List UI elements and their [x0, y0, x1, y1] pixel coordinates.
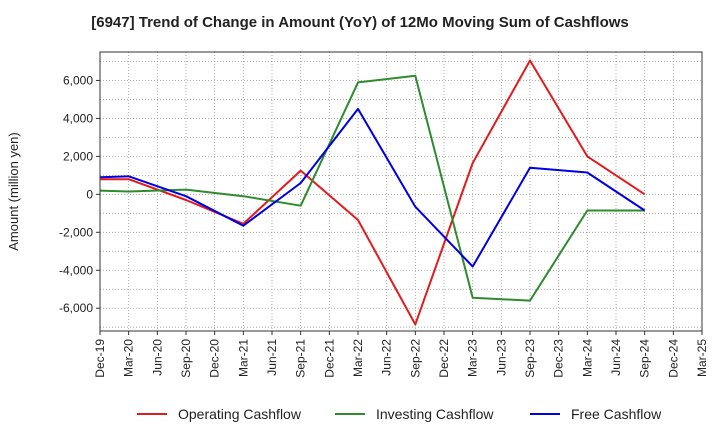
axis-ticks: Dec-19 Mar-20 Jun-20 Sep-20 Dec-20 Mar-21 Jun-… [59, 73, 709, 377]
legend: Operating Cashflow Investing Cashflow Free… [137, 406, 662, 422]
x-tick-label: Sep-21 [294, 339, 308, 378]
legend-label-operating-cashflow: Operating Cashflow [178, 406, 302, 422]
x-tick-label: Dec-21 [322, 339, 336, 378]
y-axis-label: Amount (million yen) [6, 132, 21, 251]
series-line-free-cashflow [99, 107, 646, 268]
y-tick-label: 6,000 [63, 73, 93, 87]
y-tick-label: 0 [86, 187, 93, 201]
x-tick-label: Sep-23 [523, 339, 537, 378]
x-tick-label: Jun-23 [494, 339, 508, 376]
series-line-operating-cashflow [100, 59, 646, 326]
x-tick-label: Mar-25 [695, 339, 709, 377]
x-tick-label: Jun-24 [609, 339, 623, 376]
series-line-investing-cashflow [99, 74, 645, 302]
y-tick-label: -6,000 [59, 301, 93, 315]
x-tick-label: Sep-20 [179, 339, 193, 378]
legend-label-free-cashflow: Free Cashflow [571, 406, 662, 422]
y-tick-label: 4,000 [63, 111, 93, 125]
x-tick-label: Dec-23 [552, 339, 566, 378]
y-tick-label: -4,000 [59, 263, 93, 277]
chart-title: [6947] Trend of Change in Amount (YoY) o… [91, 14, 629, 31]
y-tick-label: 2,000 [63, 149, 93, 163]
x-tick-label: Dec-22 [437, 339, 451, 378]
x-tick-label: Jun-21 [265, 339, 279, 376]
legend-label-investing-cashflow: Investing Cashflow [376, 406, 494, 422]
x-tick-label: Mar-24 [580, 339, 594, 377]
series-lines [99, 59, 646, 326]
x-tick-label: Dec-19 [93, 339, 107, 378]
grid [99, 52, 703, 331]
x-tick-label: Mar-20 [122, 339, 136, 377]
y-tick-label: -2,000 [59, 225, 93, 239]
x-tick-label: Mar-23 [466, 339, 480, 377]
x-tick-label: Jun-20 [150, 339, 164, 376]
x-tick-label: Jun-22 [380, 339, 394, 376]
x-tick-label: Mar-21 [236, 339, 250, 377]
plot-frame [99, 51, 703, 332]
x-tick-label: Dec-20 [208, 339, 222, 378]
x-tick-label: Mar-22 [351, 339, 365, 377]
x-tick-label: Sep-22 [408, 339, 422, 378]
x-tick-label: Sep-24 [638, 339, 652, 378]
x-tick-label: Dec-24 [666, 339, 680, 378]
